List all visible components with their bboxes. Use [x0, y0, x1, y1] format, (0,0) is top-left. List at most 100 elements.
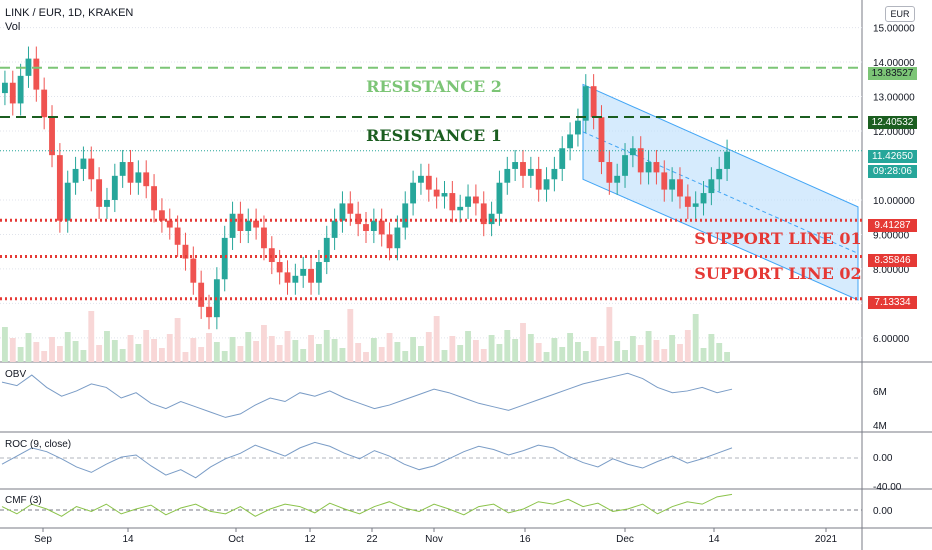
candle-body: [308, 268, 314, 283]
volume-bar: [2, 327, 8, 362]
volume-bar: [637, 345, 644, 362]
candle-body: [292, 275, 299, 283]
volume-bar: [206, 333, 212, 362]
volume-bar: [590, 337, 597, 362]
candle-body: [166, 220, 173, 228]
volume-bar: [308, 335, 314, 362]
volume-bar: [724, 352, 730, 362]
volume-bar: [425, 332, 432, 362]
volume-bar: [111, 340, 118, 362]
candle-body: [559, 148, 566, 169]
candle-body: [629, 148, 636, 156]
volume-bar: [716, 343, 723, 362]
volume-bar: [268, 336, 275, 362]
candle-body: [49, 117, 55, 156]
x-tick-label: 16: [519, 534, 531, 545]
candle-body: [692, 203, 699, 207]
candle-body: [158, 210, 165, 221]
candle-body: [724, 151, 730, 169]
volume-bar: [700, 348, 707, 362]
volume-bar: [520, 323, 526, 362]
candle-body: [582, 86, 589, 121]
y-tick-label: 8.00000: [873, 265, 910, 276]
candle-body: [527, 168, 534, 176]
volume-bar: [17, 347, 24, 362]
volume-bar: [386, 333, 393, 362]
y-tick-label: 9.00000: [873, 230, 910, 241]
x-tick-label: 12: [304, 534, 316, 545]
obv-line: [1, 372, 733, 418]
volume-bar: [708, 334, 715, 362]
candle-body: [567, 134, 574, 149]
obv-tick: 4M: [873, 421, 887, 432]
volume-bar: [127, 335, 134, 362]
candle-body: [418, 175, 424, 183]
y-tick-label: 6.00000: [873, 334, 910, 345]
volume-bar: [449, 336, 456, 362]
candle-body: [323, 237, 330, 263]
candle-body: [261, 227, 267, 249]
candle-body: [331, 220, 338, 238]
volume-bar: [56, 346, 63, 362]
volume-bar: [229, 337, 236, 362]
volume-bar: [151, 339, 157, 362]
candle-body: [496, 182, 503, 214]
candle-body: [370, 220, 377, 231]
candle-body: [449, 193, 456, 211]
roc-tick: -40.00: [873, 482, 902, 493]
volume-bar: [49, 337, 55, 362]
volume-bar: [9, 338, 16, 362]
candle-body: [457, 206, 464, 211]
volume-bar: [363, 352, 369, 362]
support-02-annotation: SUPPORT LINE 02: [694, 264, 861, 283]
candle-body: [684, 196, 691, 207]
volume-bar: [653, 340, 660, 362]
candle-body: [253, 220, 260, 228]
volume-bar: [300, 349, 307, 362]
candle-body: [441, 193, 448, 197]
candle-body: [472, 196, 479, 204]
candle-body: [119, 162, 126, 176]
candle-body: [198, 282, 205, 307]
resistance-1-tag: 12.40532: [868, 116, 917, 129]
currency-button[interactable]: EUR: [885, 6, 915, 22]
volume-bar: [692, 314, 699, 362]
candle-body: [17, 75, 24, 104]
candle-body: [661, 172, 668, 190]
candle-body: [378, 220, 385, 235]
candle-body: [480, 203, 487, 225]
y-tick-label: 14.00000: [873, 58, 915, 69]
volume-bar: [645, 331, 652, 362]
volume-bar: [575, 342, 581, 362]
volume-bar: [504, 330, 511, 362]
volume-bar: [237, 346, 244, 362]
candle-body: [80, 158, 87, 169]
volume-bar: [606, 307, 613, 362]
volume-bar: [135, 344, 142, 362]
volume-bar: [213, 342, 220, 362]
volume-bar: [543, 352, 550, 362]
volume-bar: [669, 335, 676, 362]
candle-body: [347, 203, 354, 214]
candle-body: [645, 162, 652, 173]
y-tick-label: 12.00000: [873, 127, 915, 138]
y-tick-label: 10.00000: [873, 196, 915, 207]
x-tick-label: Oct: [228, 534, 244, 545]
cmf-line: [1, 493, 733, 517]
volume-bar: [104, 331, 110, 362]
x-tick-label: 2021: [815, 534, 838, 545]
volume-label: Vol: [5, 21, 21, 33]
support-01-tag: 9.41287: [868, 219, 917, 232]
candle-body: [653, 162, 660, 173]
volume-bar: [677, 344, 683, 362]
volume-bar: [441, 350, 448, 362]
x-tick-label: Dec: [616, 534, 634, 545]
volume-bar: [488, 335, 495, 362]
volume-bar: [370, 338, 377, 362]
candle-body: [590, 86, 597, 118]
candle-body: [700, 193, 707, 204]
candle-body: [9, 82, 16, 104]
candle-body: [614, 175, 621, 183]
roc-pane-title: ROC (9, close): [5, 439, 72, 450]
